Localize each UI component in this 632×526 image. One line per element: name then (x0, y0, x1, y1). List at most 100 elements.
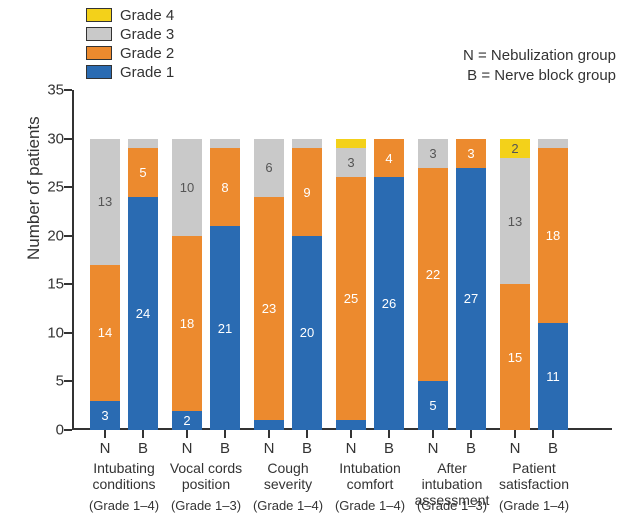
bar-segment-grade2: 3 (456, 139, 486, 168)
bar-code-label: N (100, 440, 111, 457)
x-tick (306, 430, 308, 438)
swatch-grade2 (86, 46, 112, 60)
bar-segment-value: 9 (303, 186, 310, 199)
grade-range-label: (Grade 1–4) (335, 498, 405, 513)
bar-segment-value: 11 (546, 370, 560, 383)
bar: 26 4 (374, 139, 404, 430)
legend-row-grade2: Grade 2 (86, 44, 174, 62)
y-tick-label: 25 (38, 179, 64, 196)
x-tick (224, 430, 226, 438)
bar-segment-grade1: 21 (210, 226, 240, 430)
category-label: Cough severity (246, 460, 330, 492)
bar: 5 22 3 (418, 139, 448, 430)
bar-segment-grade2: 18 (538, 148, 568, 323)
bar-segment-grade2: 9 (292, 148, 322, 235)
bar: 15 13 2 (500, 139, 530, 430)
bar-segment-grade2: 22 (418, 168, 448, 382)
x-tick (470, 430, 472, 438)
bar-code-label: B (220, 440, 230, 457)
x-tick (268, 430, 270, 438)
swatch-grade4 (86, 8, 112, 22)
category-label: Vocal cords position (164, 460, 248, 492)
bar-code-label: B (302, 440, 312, 457)
bar-code-label: B (466, 440, 476, 457)
grade-range-label: (Grade 1–4) (89, 498, 159, 513)
bar-code-label: B (548, 440, 558, 457)
y-tick-label: 20 (38, 227, 64, 244)
bar-segment-value: 25 (344, 292, 358, 305)
bar-segment-grade1: 11 (538, 323, 568, 430)
bar-segment-value: 2 (183, 414, 190, 427)
bar-segment-value: 3 (429, 147, 436, 160)
y-tick (64, 89, 72, 91)
legend-row-grade3: Grade 3 (86, 25, 174, 43)
note-line-n: N = Nebulization group (463, 46, 616, 66)
bar: 11 18 (538, 139, 568, 430)
legend-label-grade4: Grade 4 (120, 7, 174, 24)
bar: 24 5 (128, 139, 158, 430)
bar-segment-grade3: 13 (90, 139, 120, 265)
bar-segment-grade1 (336, 420, 366, 430)
bar-segment-grade1: 20 (292, 236, 322, 430)
bar-segment-value: 14 (98, 326, 112, 339)
bar-segment-value: 4 (385, 152, 392, 165)
bar-segment-value: 6 (265, 161, 272, 174)
bar-segment-grade2: 5 (128, 148, 158, 197)
bar-segment-value: 20 (300, 326, 314, 339)
y-tick (64, 138, 72, 140)
bar-segment-grade4 (336, 139, 366, 149)
bar-segment-grade2: 25 (336, 177, 366, 420)
bar-code-label: B (138, 440, 148, 457)
category-label: Patient satisfaction (492, 460, 576, 492)
bar-segment-grade4: 2 (500, 139, 530, 158)
bar-segment-grade1: 24 (128, 197, 158, 430)
bar-segment-value: 15 (508, 351, 522, 364)
bar-segment-value: 22 (426, 268, 440, 281)
bar-segment-value: 24 (136, 307, 150, 320)
x-tick (552, 430, 554, 438)
note-line-b: B = Nerve block group (463, 66, 616, 86)
y-tick-label: 35 (38, 82, 64, 99)
bar-segment-grade2: 15 (500, 284, 530, 430)
bar-segment-value: 5 (429, 399, 436, 412)
legend-label-grade1: Grade 1 (120, 64, 174, 81)
bar: 21810 (172, 139, 202, 430)
bar-segment-value: 27 (464, 292, 478, 305)
bar: 27 3 (456, 139, 486, 430)
bar-code-label: B (384, 440, 394, 457)
y-tick-label: 15 (38, 276, 64, 293)
bar-segment-value: 3 (347, 156, 354, 169)
bar-segment-value: 18 (546, 229, 560, 242)
bar-segment-grade3: 13 (500, 158, 530, 284)
bar-code-label: N (264, 440, 275, 457)
bar-segment-value: 26 (382, 297, 396, 310)
category-label: Intubation comfort (328, 460, 412, 492)
bar-segment-grade2: 23 (254, 197, 284, 420)
bar-segment-value: 2 (511, 142, 518, 155)
bar-segment-grade3: 3 (418, 139, 448, 168)
bar-segment-value: 3 (101, 409, 108, 422)
bar-segment-value: 13 (98, 195, 112, 208)
bar-segment-value: 8 (221, 181, 228, 194)
x-tick (104, 430, 106, 438)
bar-segment-grade1: 27 (456, 168, 486, 430)
bar-segment-grade1: 3 (90, 401, 120, 430)
bar-segment-value: 5 (139, 166, 146, 179)
legend-label-grade3: Grade 3 (120, 26, 174, 43)
y-axis (72, 90, 74, 430)
y-tick (64, 429, 72, 431)
y-tick-label: 10 (38, 324, 64, 341)
grade-range-label: (Grade 1–3) (417, 498, 487, 513)
bar-segment-grade3 (210, 139, 240, 149)
category-label: Intubating conditions (82, 460, 166, 492)
legend-row-grade4: Grade 4 (86, 6, 174, 24)
bar-segment-value: 10 (180, 181, 194, 194)
grade-range-label: (Grade 1–4) (499, 498, 569, 513)
bar-segment-grade3: 6 (254, 139, 284, 197)
bar: 25 3 (336, 139, 366, 430)
bar: 23 6 (254, 139, 284, 430)
bar-segment-grade1: 5 (418, 381, 448, 430)
x-tick (142, 430, 144, 438)
grade-range-label: (Grade 1–4) (253, 498, 323, 513)
bar-segment-grade1: 2 (172, 411, 202, 430)
